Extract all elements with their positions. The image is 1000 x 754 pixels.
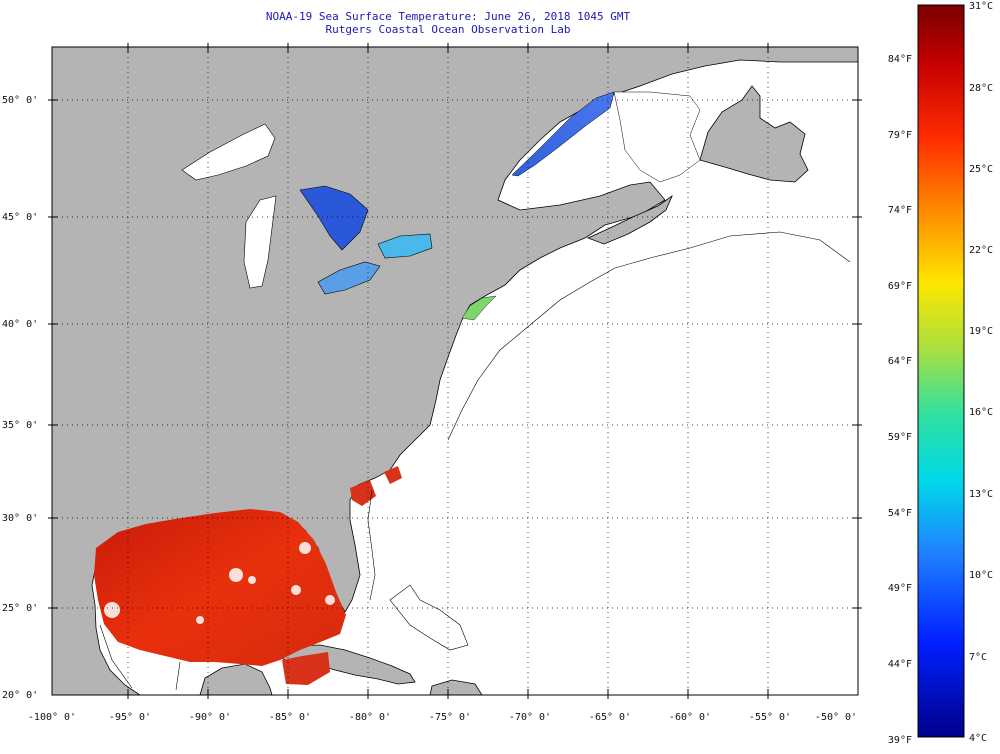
gulf-of-maine-sst [461, 295, 497, 321]
colorbar [917, 4, 965, 738]
fahrenheit-label: 74°F [888, 205, 912, 216]
celsius-label: 22°C [969, 245, 993, 256]
fahrenheit-label: 84°F [888, 54, 912, 65]
lake-superior [181, 123, 276, 181]
newfoundland-land [699, 85, 809, 183]
celsius-label: 7°C [969, 652, 987, 663]
lon-label: -50° 0' [815, 712, 857, 723]
lat-label: 30° 0' [2, 513, 38, 524]
lon-labels: -100° 0' -95° 0' -90° 0' -85° 0' -80° 0'… [28, 712, 857, 723]
lat-label: 35° 0' [2, 420, 38, 431]
st-lawrence-sst [511, 91, 615, 177]
atlantic-coast-sst [350, 480, 376, 506]
celsius-label: 25°C [969, 164, 993, 175]
bahamas-contour [389, 584, 469, 651]
lat-label: 40° 0' [2, 319, 38, 330]
fahrenheit-label: 69°F [888, 281, 912, 292]
colorbar-celsius-labels: 31°C 28°C 25°C 22°C 19°C 16°C 13°C 10°C … [969, 1, 993, 744]
graticule [52, 47, 858, 695]
celsius-label: 28°C [969, 83, 993, 94]
fahrenheit-label: 39°F [888, 735, 912, 746]
fahrenheit-label: 54°F [888, 508, 912, 519]
lon-label: -80° 0' [349, 712, 391, 723]
plot-frame [51, 46, 859, 696]
celsius-label: 16°C [969, 407, 993, 418]
florida-shelf-contour [367, 489, 376, 601]
lon-label: -85° 0' [269, 712, 311, 723]
cuba-area-sst [282, 652, 330, 685]
celsius-label: 10°C [969, 570, 993, 581]
lat-label: 45° 0' [2, 212, 38, 223]
hispaniola-land [429, 679, 483, 695]
celsius-label: 19°C [969, 326, 993, 337]
lon-label: -70° 0' [509, 712, 551, 723]
fahrenheit-label: 44°F [888, 659, 912, 670]
lat-label: 25° 0' [2, 603, 38, 614]
gulf-shelf-contour [99, 624, 181, 691]
lon-label: -100° 0' [28, 712, 76, 723]
lake-ontario [377, 233, 433, 259]
map-title: NOAA-19 Sea Surface Temperature: June 26… [265, 10, 631, 23]
lon-label: -75° 0' [429, 712, 471, 723]
lon-label: -60° 0' [669, 712, 711, 723]
gulf-st-lawrence [613, 91, 701, 183]
fahrenheit-label: 49°F [888, 583, 912, 594]
nova-scotia-land [586, 194, 673, 245]
lake-michigan [243, 195, 277, 289]
frame-ticks [48, 43, 862, 699]
fahrenheit-label: 79°F [888, 130, 912, 141]
shelf-contour [447, 231, 851, 441]
lon-label: -65° 0' [589, 712, 631, 723]
lake-huron [299, 185, 369, 251]
lon-label: -95° 0' [109, 712, 151, 723]
map-subtitle: Rutgers Coastal Ocean Observation Lab [325, 23, 571, 36]
celsius-label: 31°C [969, 1, 993, 12]
fahrenheit-label: 64°F [888, 356, 912, 367]
lat-label: 20° 0' [2, 690, 38, 701]
carolina-coast-sst [384, 466, 402, 484]
lake-erie [317, 261, 381, 295]
colorbar-fahrenheit-labels: 84°F 79°F 74°F 69°F 64°F 59°F 54°F 49°F … [888, 54, 912, 746]
yucatan-land [199, 663, 273, 695]
lon-label: -55° 0' [749, 712, 791, 723]
fahrenheit-label: 59°F [888, 432, 912, 443]
gulf-of-mexico-sst [94, 509, 346, 666]
celsius-label: 4°C [969, 733, 987, 744]
celsius-label: 13°C [969, 489, 993, 500]
lat-label: 50° 0' [2, 95, 38, 106]
lat-labels: 50° 0' 45° 0' 40° 0' 35° 0' 30° 0' 25° 0… [2, 95, 38, 701]
cloud-gaps [104, 542, 335, 624]
lon-label: -90° 0' [189, 712, 231, 723]
